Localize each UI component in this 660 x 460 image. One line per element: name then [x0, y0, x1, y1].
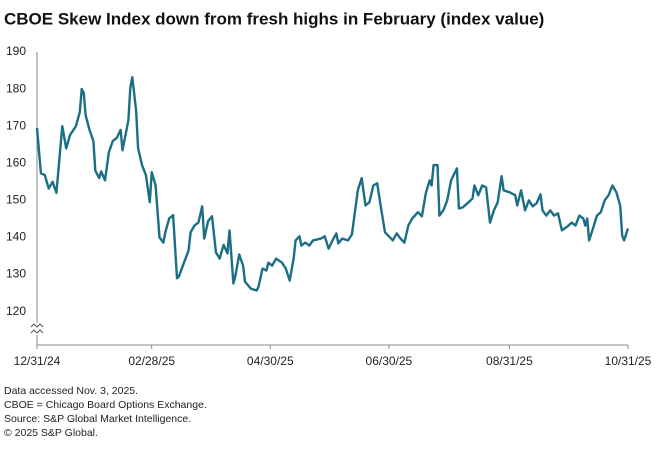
- footnote: © 2025 S&P Global.: [4, 427, 98, 439]
- footnote: CBOE = Chicago Board Options Exchange.: [4, 399, 207, 411]
- y-tick-label: 190: [6, 44, 26, 58]
- y-tick-label: 120: [6, 304, 26, 318]
- y-tick-label: 140: [6, 230, 26, 244]
- x-tick-label: 04/30/25: [247, 354, 294, 368]
- series-line: [35, 76, 630, 292]
- axis-break: [30, 323, 44, 334]
- x-tick-label: 10/31/25: [605, 354, 652, 368]
- x-tick-label: 12/31/24: [14, 354, 61, 368]
- x-tick-label: 02/28/25: [128, 354, 175, 368]
- y-tick-label: 130: [6, 267, 26, 281]
- footnote: Data accessed Nov. 3, 2025.: [4, 385, 138, 397]
- x-tick-label: 08/31/25: [486, 354, 533, 368]
- y-tick-label: 150: [6, 193, 26, 207]
- y-tick-label: 170: [6, 118, 26, 132]
- x-tick-label: 06/30/25: [366, 354, 413, 368]
- footnote: Source: S&P Global Market Intelligence.: [4, 413, 191, 425]
- y-tick-label: 180: [6, 81, 26, 95]
- chart-title: CBOE Skew Index down from fresh highs in…: [4, 9, 544, 28]
- y-tick-label: 160: [6, 155, 26, 169]
